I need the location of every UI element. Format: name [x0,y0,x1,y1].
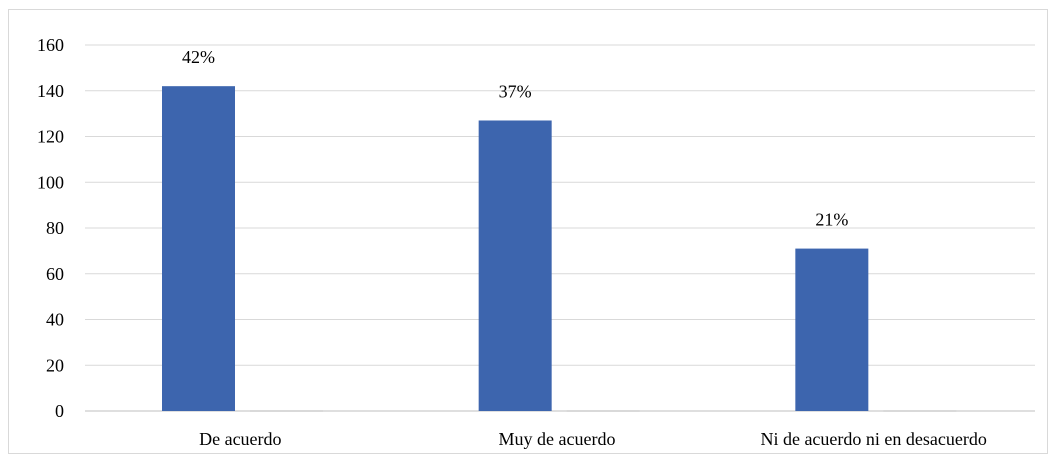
bar-1 [162,86,235,412]
bar-3 [795,248,869,411]
y-tick-label: 140 [37,81,64,101]
category-label: Muy de acuerdo [499,429,616,449]
y-tick-label: 160 [37,35,64,55]
y-tick-label: 20 [46,355,64,375]
y-tick-label: 40 [46,310,64,330]
y-tick-label: 80 [46,218,64,238]
y-tick-label: 120 [37,127,64,147]
data-label: 42% [182,47,215,67]
y-tick-label: 100 [37,172,64,192]
category-label: Ni de acuerdo ni en desacuerdo [760,429,986,449]
category-label: De acuerdo [199,429,281,449]
data-label: 37% [499,81,532,101]
bar-2 [478,120,552,412]
y-tick-label: 60 [46,264,64,284]
y-tick-label: 0 [55,401,64,421]
data-label: 21% [815,210,848,230]
